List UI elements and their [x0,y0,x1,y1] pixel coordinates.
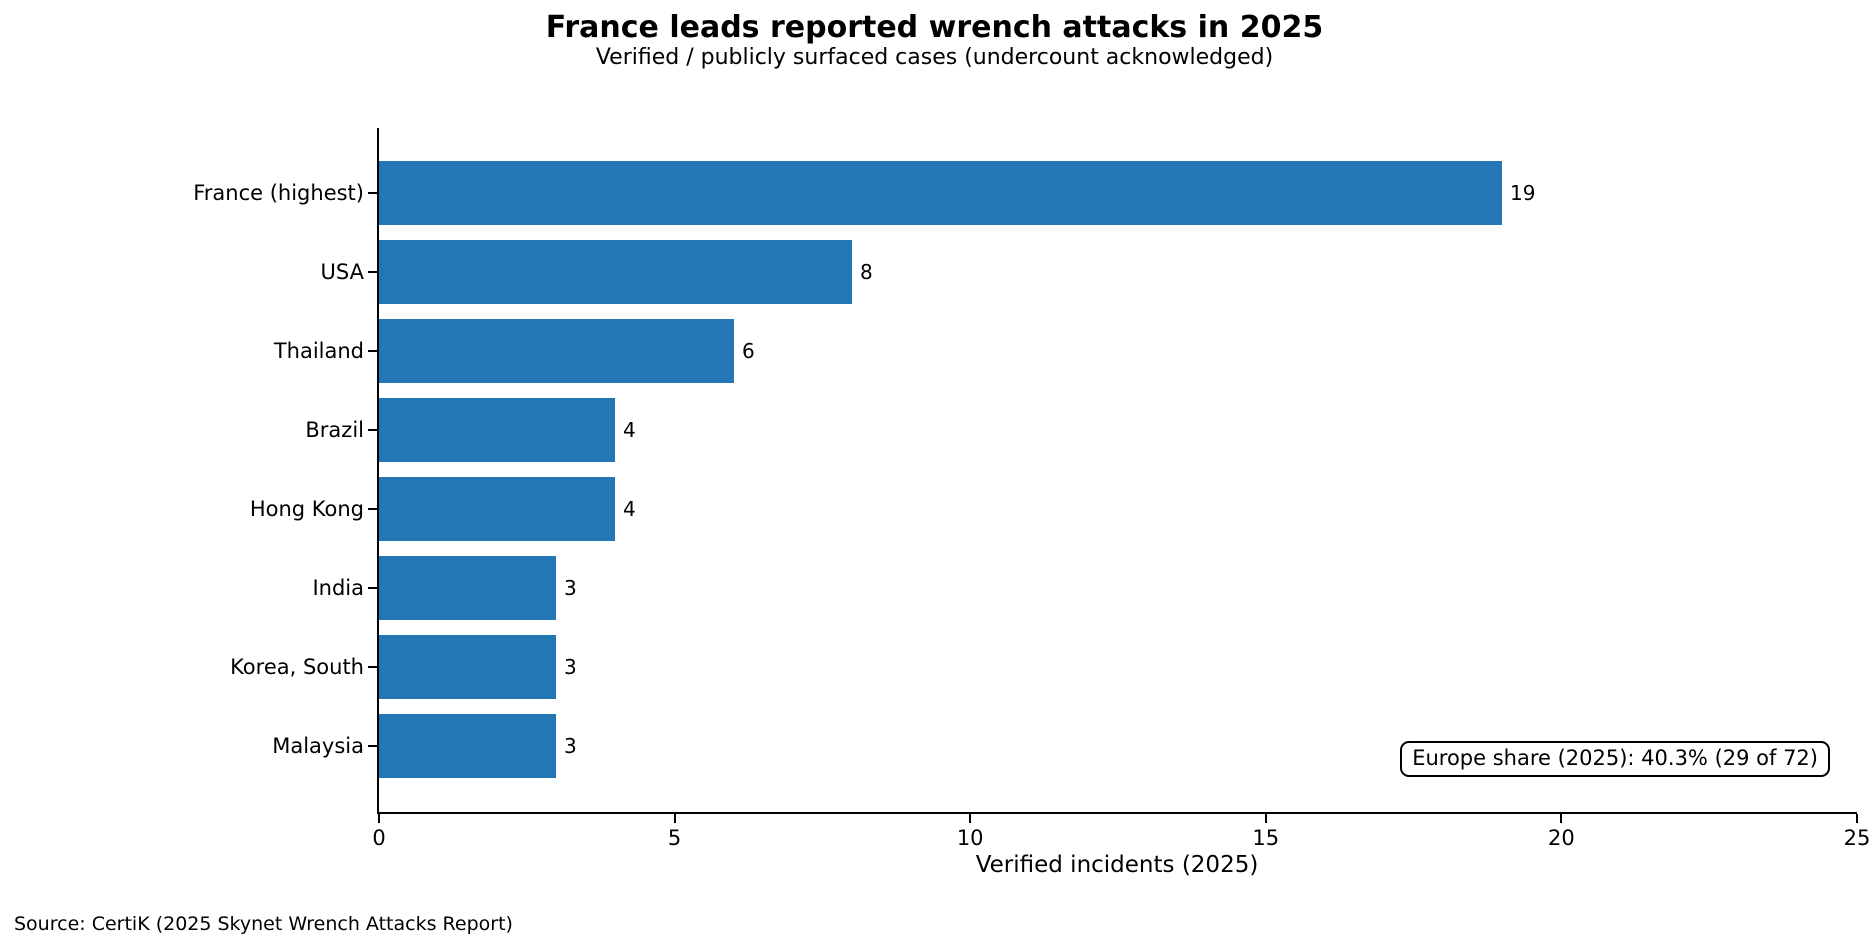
y-tick-mark [368,666,377,668]
bar-value-label: 3 [564,734,577,758]
bar-thailand [379,319,734,383]
bar-hong-kong [379,477,615,541]
bar-france-highest- [379,161,1502,225]
y-tick-mark [368,745,377,747]
bar-row: 3 [379,714,1857,778]
chart-title: France leads reported wrench attacks in … [545,10,1324,45]
x-tick-mark [1264,814,1267,823]
y-tick-mark [368,271,377,273]
bar-value-label: 4 [623,497,636,521]
bar-india [379,556,556,620]
bar-value-label: 3 [564,576,577,600]
annotation-box: Europe share (2025): 40.3% (29 of 72) [1400,741,1830,777]
x-tick-label: 20 [1548,826,1575,850]
bar-value-label: 6 [742,339,755,363]
y-tick-mark [368,508,377,510]
bar-row: 3 [379,635,1857,699]
bar-usa [379,240,852,304]
x-tick-mark [1856,814,1858,823]
category-label: Thailand [273,339,364,363]
y-tick-mark [368,192,377,194]
bar-value-label: 3 [564,655,577,679]
category-label: USA [320,260,364,284]
x-tick-mark [969,814,972,823]
bar-korea-south [379,635,556,699]
y-tick-mark [368,429,377,431]
category-label: Hong Kong [249,497,364,521]
x-tick-mark [378,814,380,823]
bar-row: 19 [379,161,1857,225]
x-tick-label: 15 [1252,826,1280,850]
plot-area: 19 8 6 4 4 3 3 3 [377,128,1857,814]
bar-value-label: 8 [860,260,873,284]
x-tick-label: 10 [956,826,984,850]
x-tick-label: 5 [667,826,682,850]
bar-row: 3 [379,556,1857,620]
category-label: Malaysia [272,734,364,758]
bar-malaysia [379,714,556,778]
bar-row: 4 [379,477,1857,541]
bar-value-label: 4 [623,418,636,442]
x-tick-label: 0 [372,826,386,850]
chart-subtitle: Verified / publicly surfaced cases (unde… [595,45,1274,70]
bar-brazil [379,398,615,462]
x-tick-label: 25 [1843,826,1869,850]
bar-row: 8 [379,240,1857,304]
category-label: Brazil [305,418,364,442]
x-tick-mark [673,814,676,823]
bar-row: 4 [379,398,1857,462]
source-note: Source: CertiK (2025 Skynet Wrench Attac… [14,913,513,935]
bar-value-label: 19 [1510,181,1536,205]
category-label: France (highest) [193,181,364,205]
x-axis-label: Verified incidents (2025) [975,852,1259,878]
x-tick-mark [1560,814,1563,823]
category-label: India [312,576,364,600]
y-tick-mark [368,587,377,589]
y-tick-mark [368,350,377,352]
category-label: Korea, South [230,655,364,679]
bar-row: 6 [379,319,1857,383]
